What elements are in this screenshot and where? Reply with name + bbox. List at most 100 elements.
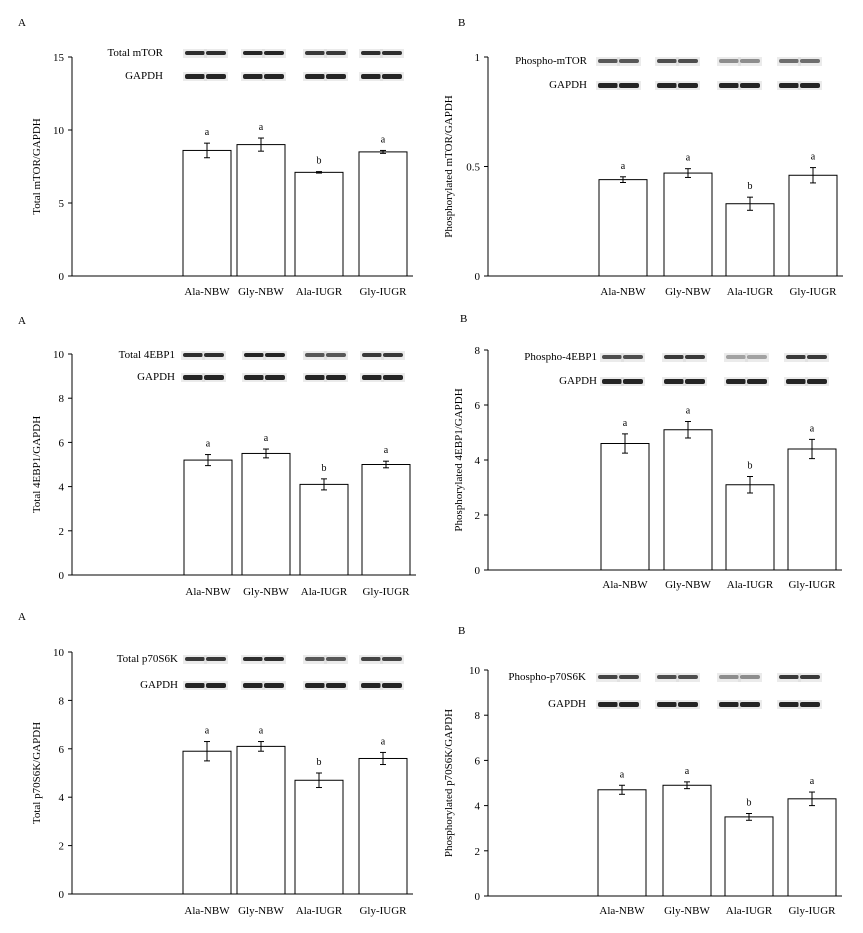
category-label: Ala-NBW bbox=[599, 905, 645, 917]
blot-band bbox=[747, 379, 767, 384]
category-label: Gly-NBW bbox=[243, 586, 289, 598]
blot-label: Total mTOR bbox=[107, 47, 163, 59]
blot-label: GAPDH bbox=[125, 70, 163, 82]
significance-letter: a bbox=[811, 152, 816, 163]
significance-letter: a bbox=[259, 122, 264, 133]
blot-band bbox=[779, 59, 799, 63]
blot-band bbox=[598, 83, 618, 88]
blot-band bbox=[362, 375, 382, 380]
blot-band bbox=[719, 675, 739, 679]
significance-letter: b bbox=[747, 798, 752, 809]
y-tick-label: 2 bbox=[475, 510, 481, 522]
category-label: Gly-IUGR bbox=[362, 586, 410, 598]
y-tick-label: 0 bbox=[59, 570, 65, 582]
category-label: Ala-IUGR bbox=[296, 286, 343, 298]
y-tick-label: 0.5 bbox=[466, 162, 480, 174]
y-tick-label: 0 bbox=[475, 565, 481, 577]
blot-label: GAPDH bbox=[548, 698, 586, 710]
category-label: Gly-IUGR bbox=[788, 905, 836, 917]
blot-band bbox=[244, 375, 264, 380]
bar-gly-iugr bbox=[361, 464, 411, 576]
category-label: Ala-IUGR bbox=[301, 586, 348, 598]
y-tick-label: 8 bbox=[59, 695, 65, 707]
blot-background bbox=[738, 673, 762, 682]
category-label: Gly-NBW bbox=[664, 905, 710, 917]
bar-gly-iugr bbox=[788, 174, 838, 277]
y-tick-label: 5 bbox=[59, 198, 65, 210]
blot-band bbox=[305, 657, 325, 661]
blot-band bbox=[800, 702, 820, 707]
significance-letter: a bbox=[810, 776, 815, 787]
category-label: Ala-IUGR bbox=[727, 286, 774, 298]
blot-band bbox=[719, 702, 739, 707]
bar-gly-nbw bbox=[663, 172, 713, 277]
blot-band bbox=[305, 353, 325, 357]
y-tick-label: 2 bbox=[475, 846, 481, 858]
blot-background bbox=[738, 57, 762, 66]
y-tick-label: 0 bbox=[59, 889, 65, 901]
y-tick-label: 2 bbox=[59, 526, 65, 538]
panel-letter: A bbox=[18, 611, 26, 623]
blot-band bbox=[664, 379, 684, 384]
bar-ala-nbw bbox=[182, 149, 232, 277]
significance-letter: a bbox=[381, 134, 386, 145]
blot-band bbox=[265, 353, 285, 357]
bar-ala-iugr bbox=[725, 484, 775, 571]
y-tick-label: 6 bbox=[59, 744, 65, 756]
blot-band bbox=[740, 83, 760, 88]
blot-band bbox=[779, 83, 799, 88]
blot-band bbox=[383, 375, 403, 380]
y-tick-label: 8 bbox=[475, 345, 481, 357]
bar-gly-iugr bbox=[787, 798, 837, 897]
blot-band bbox=[326, 51, 346, 55]
y-tick-label: 6 bbox=[475, 400, 481, 412]
category-label: Ala-IUGR bbox=[296, 905, 343, 917]
blot-band bbox=[361, 657, 381, 661]
blot-band bbox=[185, 657, 205, 661]
panel-mtor-total: A 0 5 10 15 Total mTOR/GAPDH a Ala-NBW a Gly-NBW b… bbox=[18, 17, 413, 298]
blot-band bbox=[657, 59, 677, 63]
blot-band bbox=[779, 702, 799, 707]
bar-ala-iugr bbox=[294, 779, 344, 895]
bar-ala-nbw bbox=[597, 789, 647, 897]
blot-band bbox=[740, 702, 760, 707]
blot-band bbox=[204, 375, 224, 380]
panel-letter: B bbox=[458, 17, 465, 29]
panel-p70s6k-phospho: B 0 2 4 6 8 10 Phosphorylated p70S6K/GAPDH a Ala-… bbox=[443, 625, 842, 917]
bar-ala-iugr bbox=[299, 483, 349, 576]
panel-4ebp1-phospho: B 0 2 4 6 8 Phosphorylated 4EBP1/GAPDH a Ala-NBW… bbox=[453, 313, 842, 591]
category-label: Gly-NBW bbox=[238, 286, 284, 298]
significance-letter: b bbox=[748, 461, 753, 472]
blot-label: Phospho-4EBP1 bbox=[524, 351, 597, 363]
blot-label: Phospho-mTOR bbox=[515, 55, 588, 67]
blot-band bbox=[807, 355, 827, 359]
blot-band bbox=[361, 683, 381, 688]
y-tick-label: 15 bbox=[53, 52, 65, 64]
blot-label: GAPDH bbox=[140, 679, 178, 691]
blot-label: GAPDH bbox=[559, 375, 597, 387]
blot-band bbox=[740, 675, 760, 679]
category-label: Ala-NBW bbox=[600, 286, 646, 298]
y-tick-label: 6 bbox=[59, 437, 65, 449]
blot-band bbox=[619, 83, 639, 88]
blot-band bbox=[800, 59, 820, 63]
blot-band bbox=[619, 702, 639, 707]
y-tick-label: 1 bbox=[475, 52, 481, 64]
blot-band bbox=[305, 375, 325, 380]
blot-band bbox=[726, 379, 746, 384]
blot-band bbox=[657, 83, 677, 88]
y-tick-label: 4 bbox=[475, 801, 481, 813]
blot-band bbox=[183, 353, 203, 357]
significance-letter: a bbox=[686, 406, 691, 417]
blot-band bbox=[326, 375, 346, 380]
blot-band bbox=[657, 675, 677, 679]
category-label: Gly-IUGR bbox=[789, 286, 837, 298]
bar-ala-iugr bbox=[724, 816, 774, 897]
blot-band bbox=[243, 657, 263, 661]
category-label: Gly-IUGR bbox=[359, 905, 407, 917]
blot-band bbox=[619, 675, 639, 679]
blot-band bbox=[740, 59, 760, 63]
bar-ala-nbw bbox=[600, 443, 650, 571]
blot-band bbox=[383, 353, 403, 357]
y-tick-label: 10 bbox=[53, 349, 65, 361]
